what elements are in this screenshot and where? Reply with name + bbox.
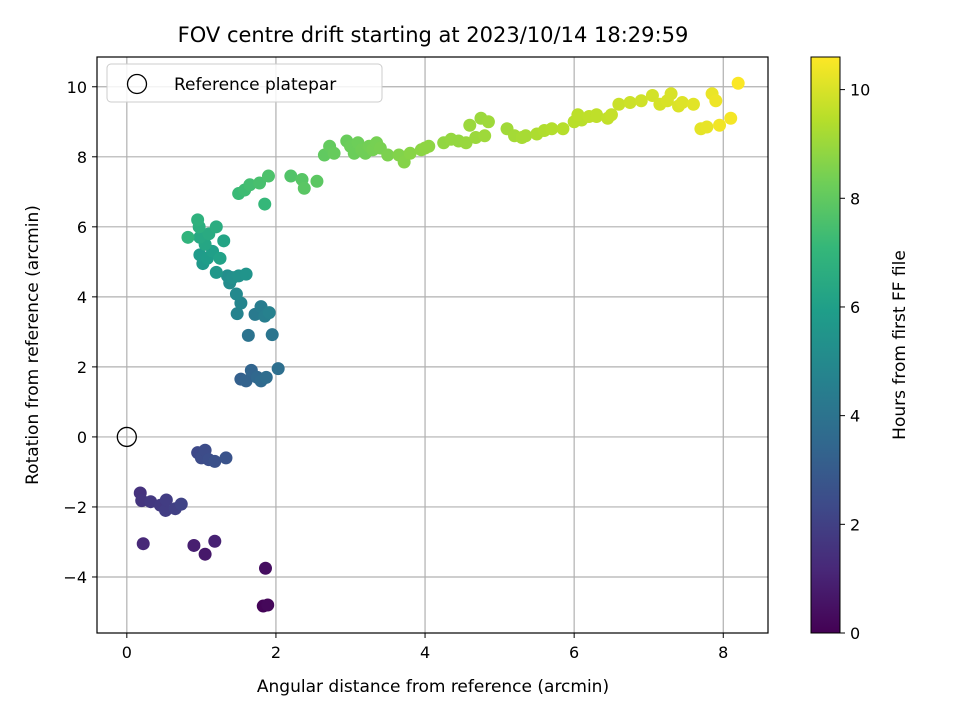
x-tick-label: 4	[420, 643, 430, 662]
data-point	[700, 120, 714, 134]
x-axis-label: Angular distance from reference (arcmin)	[257, 677, 609, 697]
data-point	[418, 141, 432, 155]
legend-entry-reference: Reference platepar	[174, 75, 336, 95]
data-point	[463, 118, 477, 132]
data-point	[310, 174, 324, 188]
data-point	[634, 94, 648, 108]
data-point	[459, 136, 473, 150]
data-point	[217, 234, 231, 248]
data-point	[136, 537, 150, 551]
data-point	[174, 497, 188, 511]
data-point	[478, 129, 492, 143]
data-point	[213, 251, 227, 265]
reference-marker	[116, 426, 137, 448]
data-point	[297, 181, 311, 195]
y-tick-label: 8	[77, 148, 87, 167]
plot-frame	[96, 56, 769, 634]
data-point	[556, 122, 570, 136]
colorbar-tick-label: 2	[850, 515, 860, 534]
legend-box	[106, 63, 383, 103]
data-point	[623, 96, 637, 110]
data-point	[724, 111, 738, 125]
colorbar-tick-label: 0	[850, 624, 860, 643]
data-point	[271, 362, 285, 376]
data-point	[258, 197, 272, 211]
data-point	[258, 561, 272, 575]
data-point	[259, 370, 273, 384]
y-tick-label: −2	[63, 498, 87, 517]
legend: Reference platepar	[106, 63, 383, 103]
data-point	[208, 454, 222, 468]
data-point	[239, 374, 253, 388]
data-point	[159, 503, 173, 517]
data-point	[209, 220, 223, 234]
colorbar-tick-label: 6	[850, 298, 860, 317]
colorbar-tick-label: 10	[850, 81, 870, 100]
data-point	[209, 265, 223, 279]
y-tick-label: 0	[77, 428, 87, 447]
x-tick-label: 8	[718, 643, 728, 662]
data-point	[519, 129, 533, 143]
data-point	[709, 94, 723, 108]
data-point	[713, 118, 727, 132]
y-axis-ticks: −4 −2 0 2 4 6 8 10	[63, 78, 97, 587]
data-point	[571, 108, 585, 122]
data-point	[664, 87, 678, 101]
data-point	[159, 493, 173, 507]
data-point	[181, 230, 195, 244]
data-point	[403, 146, 417, 160]
data-point	[187, 538, 201, 552]
data-point	[239, 267, 253, 281]
x-tick-label: 0	[122, 643, 132, 662]
y-tick-label: 10	[67, 78, 87, 97]
data-point	[230, 307, 244, 321]
data-point	[381, 148, 395, 162]
colorbar-ticks: 0 2 4 6 8 10	[840, 81, 870, 643]
y-tick-label: 2	[77, 358, 87, 377]
colorbar-tick-label: 4	[850, 407, 860, 426]
data-point	[731, 76, 745, 90]
data-point	[253, 176, 267, 190]
data-point	[198, 547, 212, 561]
data-point	[645, 89, 659, 103]
colorbar-gradient	[810, 56, 841, 634]
y-tick-label: −4	[63, 568, 87, 587]
data-point	[675, 96, 689, 110]
x-axis-ticks: 0 2 4 6 8	[122, 633, 728, 662]
colorbar-tick-label: 8	[850, 189, 860, 208]
colorbar: 0 2 4 6 8 10 Hours from first FF file	[810, 56, 910, 643]
y-tick-label: 6	[77, 218, 87, 237]
legend-marker	[126, 73, 148, 95]
data-point	[265, 328, 279, 342]
x-tick-label: 6	[569, 643, 579, 662]
data-point	[191, 213, 205, 227]
data-point	[612, 97, 626, 111]
data-point	[241, 328, 255, 342]
data-point	[208, 534, 222, 548]
colorbar-label: Hours from first FF file	[890, 250, 910, 440]
data-points	[133, 76, 745, 613]
data-point	[545, 122, 559, 136]
reference-platepar-marker	[116, 426, 137, 448]
data-point	[604, 108, 618, 122]
data-point	[262, 306, 276, 320]
data-point	[481, 115, 495, 129]
chart-title: FOV centre drift starting at 2023/10/14 …	[178, 23, 689, 47]
data-point	[590, 110, 604, 124]
data-point	[229, 287, 243, 301]
data-point	[327, 146, 341, 160]
data-point	[686, 97, 700, 111]
data-point	[261, 598, 275, 612]
y-axis-label: Rotation from reference (arcmin)	[23, 205, 43, 485]
x-tick-label: 2	[271, 643, 281, 662]
y-tick-label: 4	[77, 288, 87, 307]
data-point	[261, 169, 275, 183]
data-point	[243, 178, 257, 192]
data-point	[219, 451, 233, 465]
data-point	[284, 169, 298, 183]
